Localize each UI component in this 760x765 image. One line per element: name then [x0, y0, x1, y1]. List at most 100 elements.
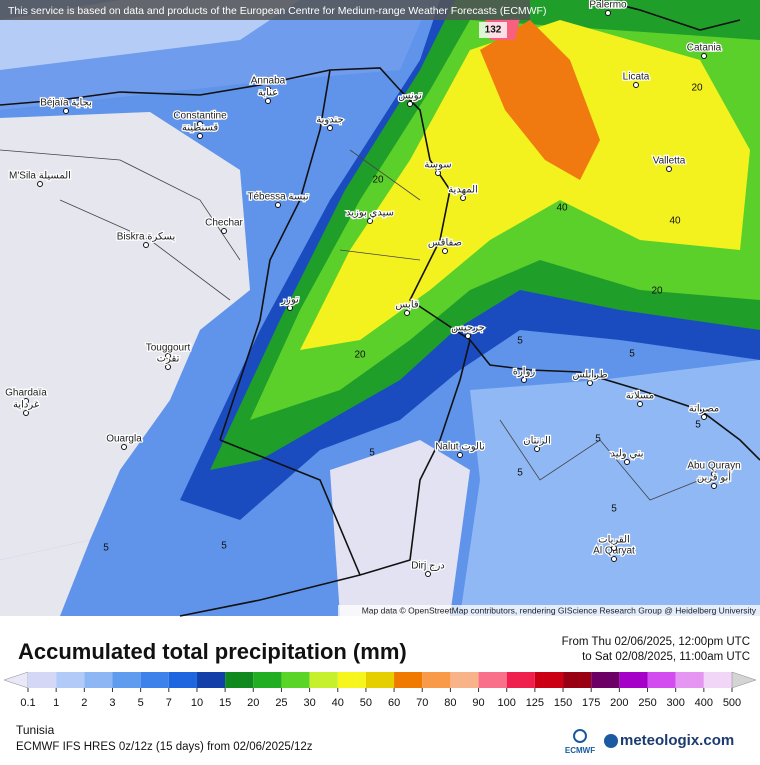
legend-swatch — [422, 672, 451, 688]
place-marker — [587, 380, 593, 386]
legend-tick-label: 1 — [53, 697, 59, 709]
place-label: Catania — [687, 43, 722, 54]
banner: This service is based on data and produc… — [8, 5, 546, 17]
legend-swatch — [168, 672, 197, 688]
legend-swatch — [675, 672, 704, 688]
place-marker — [701, 414, 707, 420]
place-label: المهدية — [448, 185, 478, 196]
place-label: Valletta — [653, 156, 686, 167]
place-marker — [265, 98, 271, 104]
place-marker — [435, 170, 441, 176]
border — [219, 439, 361, 576]
max-label-bg — [479, 22, 507, 38]
legend-tick-label: 7 — [166, 697, 172, 709]
place-label: الزنتان — [523, 436, 551, 447]
map: This service is based on data and produc… — [0, 0, 760, 617]
contour-label: 5 — [611, 504, 617, 515]
place-label: Al Qaryat — [593, 546, 635, 557]
place-marker — [666, 166, 672, 172]
legend-tick-label: 175 — [582, 697, 600, 709]
place-label: غرداية — [13, 400, 39, 411]
dry-area — [330, 440, 470, 616]
place-marker — [465, 333, 471, 339]
legend-swatch — [703, 672, 732, 688]
dry-area — [0, 112, 250, 560]
legend-swatch — [112, 672, 141, 688]
legend-swatch — [394, 672, 423, 688]
place-marker — [534, 446, 540, 452]
legend-swatch — [478, 672, 507, 688]
legend-tick-label: 30 — [303, 697, 315, 709]
legend-swatch — [309, 672, 338, 688]
legend-swatch — [534, 672, 564, 688]
legend-tick-label: 100 — [498, 697, 516, 709]
legend-swatch — [56, 672, 85, 688]
place-marker — [63, 108, 69, 114]
place-label: بني وليد — [610, 449, 643, 460]
legend-tick-label: 250 — [638, 697, 656, 709]
place-marker — [275, 202, 281, 208]
place-marker — [460, 195, 466, 201]
place-label: Ouargla — [106, 434, 142, 445]
place-label: Licata — [623, 72, 650, 83]
contour-label: 5 — [369, 448, 375, 459]
legend-tick-label: 40 — [332, 697, 344, 709]
place-label: القريات — [598, 535, 630, 546]
legend-tick-label: 90 — [472, 697, 484, 709]
contour-label: 5 — [517, 336, 523, 347]
legend-tick-label: 15 — [219, 697, 231, 709]
contour-label: 132 — [485, 25, 502, 36]
brand: meteologix.com — [620, 732, 734, 749]
contour-label: 40 — [669, 216, 681, 227]
place-marker — [37, 181, 43, 187]
contour-label: 5 — [103, 543, 109, 554]
place-marker — [521, 377, 527, 383]
contour-label: 5 — [221, 541, 227, 552]
legend-swatch — [337, 672, 366, 688]
period-from: From Thu 02/06/2025, 12:00pm UTC — [562, 636, 750, 648]
legend-swatch — [225, 672, 254, 688]
admin-lines — [0, 149, 701, 501]
legend-arrow-high — [731, 671, 757, 689]
place-marker — [367, 218, 373, 224]
place-label: Biskra بسكرة — [117, 232, 176, 243]
place-marker — [287, 305, 293, 311]
legend-tick-label: 500 — [723, 697, 741, 709]
place-label: طرابلس — [572, 370, 607, 381]
place-marker — [611, 556, 617, 562]
contour-label: 5 — [595, 434, 601, 445]
attribution: Map data © OpenStreetMap contributors, r… — [362, 605, 757, 615]
place-label: M'Sila المسيلة — [9, 171, 71, 182]
legend-swatch — [591, 672, 620, 688]
contour-label: 40 — [556, 203, 568, 214]
place-label: تقرت — [157, 354, 180, 365]
legend-swatch — [563, 672, 592, 688]
legend-tick-label: 5 — [138, 697, 144, 709]
coastline — [0, 67, 401, 106]
legend-title: Accumulated total precipitation (mm) — [18, 639, 407, 664]
place-label: جرجيس — [451, 323, 485, 334]
border — [179, 339, 471, 617]
legend-swatch — [196, 672, 226, 688]
legend-swatch — [619, 672, 648, 688]
legend-tick-label: 3 — [109, 697, 115, 709]
place-marker — [404, 310, 410, 316]
legend-swatch — [506, 672, 535, 688]
place-marker — [425, 571, 431, 577]
place-marker — [611, 545, 617, 551]
place-marker — [23, 398, 29, 404]
place-label: توزر — [280, 295, 299, 306]
place-marker — [165, 364, 171, 370]
place-label: صفاقس — [428, 238, 462, 249]
place-label: قسنطينة — [182, 123, 219, 134]
coastline — [599, 0, 741, 31]
place-label: مصراتة — [689, 404, 719, 415]
legend-tick-label: 25 — [275, 697, 287, 709]
legend-tick-label: 125 — [526, 697, 544, 709]
place-marker — [327, 125, 333, 131]
place-label: Nalut نالوت — [435, 442, 485, 453]
legend-swatch — [281, 672, 310, 688]
place-marker — [442, 248, 448, 254]
place-label: سيدي بوزيد — [346, 208, 394, 219]
place-marker — [165, 353, 171, 359]
